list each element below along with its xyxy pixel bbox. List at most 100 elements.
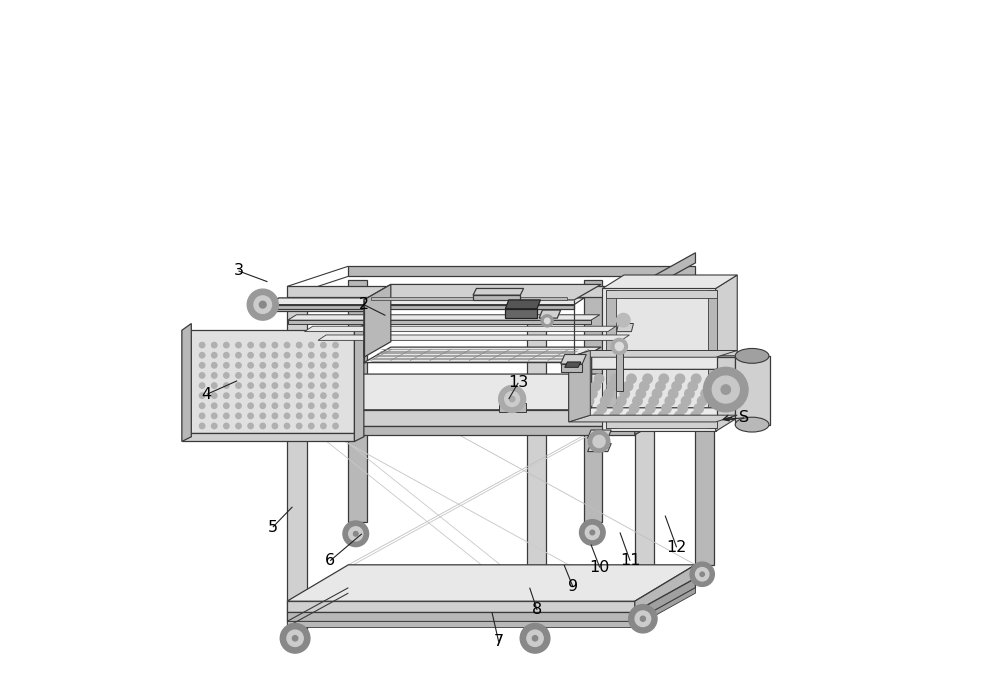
- Circle shape: [248, 383, 253, 388]
- Polygon shape: [716, 275, 737, 431]
- Circle shape: [199, 383, 205, 388]
- Text: 4: 4: [202, 387, 212, 402]
- Circle shape: [659, 374, 668, 384]
- Circle shape: [636, 389, 646, 398]
- Circle shape: [236, 423, 241, 429]
- Circle shape: [224, 363, 229, 368]
- Polygon shape: [364, 284, 601, 300]
- Polygon shape: [606, 419, 717, 428]
- Circle shape: [607, 381, 617, 391]
- Circle shape: [224, 342, 229, 348]
- Circle shape: [292, 636, 298, 641]
- Circle shape: [580, 520, 605, 545]
- Circle shape: [697, 396, 707, 406]
- Circle shape: [321, 342, 326, 348]
- Circle shape: [248, 363, 253, 368]
- Polygon shape: [348, 280, 367, 522]
- Circle shape: [212, 393, 217, 398]
- Circle shape: [259, 301, 266, 308]
- Circle shape: [615, 342, 623, 350]
- Circle shape: [681, 396, 691, 406]
- Circle shape: [199, 342, 205, 348]
- Circle shape: [260, 393, 265, 398]
- Circle shape: [594, 374, 604, 384]
- Polygon shape: [569, 356, 592, 421]
- Polygon shape: [305, 326, 616, 332]
- Circle shape: [284, 383, 290, 388]
- Circle shape: [675, 374, 685, 384]
- Circle shape: [309, 393, 314, 398]
- Circle shape: [309, 353, 314, 358]
- Text: 9: 9: [568, 579, 578, 594]
- Polygon shape: [318, 335, 629, 340]
- Polygon shape: [569, 356, 739, 369]
- Circle shape: [247, 289, 278, 320]
- Circle shape: [333, 342, 338, 348]
- Circle shape: [649, 396, 658, 406]
- Circle shape: [296, 393, 302, 398]
- Circle shape: [591, 381, 600, 391]
- Circle shape: [284, 393, 290, 398]
- Circle shape: [272, 342, 278, 348]
- Circle shape: [224, 413, 229, 419]
- Circle shape: [532, 636, 538, 641]
- Polygon shape: [287, 612, 635, 621]
- Circle shape: [280, 623, 310, 653]
- Circle shape: [499, 386, 526, 412]
- Circle shape: [333, 353, 338, 358]
- Polygon shape: [287, 300, 307, 634]
- Text: S: S: [739, 410, 749, 425]
- Circle shape: [212, 342, 217, 348]
- Circle shape: [272, 403, 278, 408]
- Polygon shape: [617, 324, 633, 332]
- Circle shape: [248, 423, 253, 429]
- Text: 6: 6: [325, 553, 335, 568]
- Polygon shape: [287, 374, 695, 410]
- Circle shape: [309, 413, 314, 419]
- Polygon shape: [635, 253, 695, 297]
- Text: 7: 7: [494, 634, 504, 649]
- Circle shape: [604, 389, 613, 398]
- Circle shape: [224, 393, 229, 398]
- Circle shape: [642, 411, 652, 421]
- Circle shape: [685, 389, 694, 398]
- Polygon shape: [602, 275, 737, 288]
- Polygon shape: [695, 290, 714, 565]
- Circle shape: [700, 572, 704, 576]
- Circle shape: [691, 411, 700, 421]
- Polygon shape: [569, 408, 739, 421]
- Circle shape: [236, 403, 241, 408]
- Circle shape: [701, 389, 710, 398]
- Circle shape: [646, 404, 655, 413]
- Circle shape: [199, 353, 205, 358]
- Circle shape: [343, 521, 369, 547]
- Circle shape: [248, 353, 253, 358]
- Circle shape: [321, 403, 326, 408]
- Polygon shape: [565, 362, 581, 367]
- Circle shape: [199, 393, 205, 398]
- Text: 11: 11: [620, 553, 640, 568]
- Circle shape: [333, 393, 338, 398]
- Text: 13: 13: [508, 375, 528, 390]
- Circle shape: [520, 623, 550, 653]
- Circle shape: [212, 413, 217, 419]
- Circle shape: [541, 315, 553, 327]
- Circle shape: [199, 363, 205, 368]
- Circle shape: [254, 296, 272, 313]
- Circle shape: [617, 313, 630, 327]
- Text: 2: 2: [359, 297, 369, 312]
- Circle shape: [248, 393, 253, 398]
- Circle shape: [236, 353, 241, 358]
- Circle shape: [272, 363, 278, 368]
- Polygon shape: [182, 330, 354, 433]
- Circle shape: [272, 383, 278, 388]
- Circle shape: [544, 318, 550, 324]
- Circle shape: [272, 373, 278, 378]
- Polygon shape: [735, 356, 770, 425]
- Polygon shape: [288, 315, 600, 320]
- Polygon shape: [635, 588, 695, 627]
- Polygon shape: [708, 290, 717, 428]
- Circle shape: [600, 396, 610, 406]
- Polygon shape: [635, 565, 695, 612]
- Polygon shape: [269, 298, 584, 305]
